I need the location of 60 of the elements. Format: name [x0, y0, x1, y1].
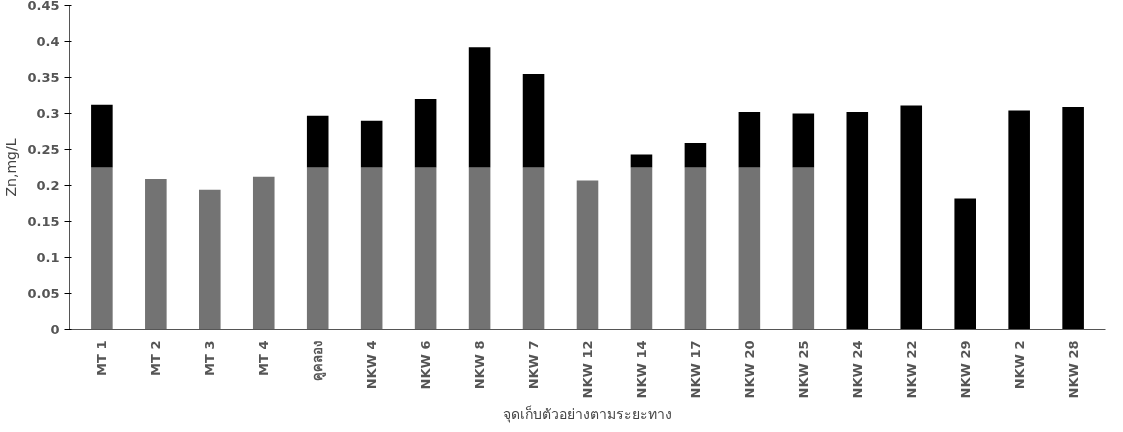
- bar: [738, 112, 761, 168]
- bar: [954, 198, 976, 330]
- x-tick-label: MT 2: [148, 340, 164, 376]
- x-tick-label: NKW 4: [364, 340, 380, 390]
- x-tick-label: NKW 7: [526, 340, 542, 390]
- x-tick-label: NKW 20: [741, 340, 757, 399]
- x-tick-label: NKW 14: [633, 340, 649, 399]
- bar: [630, 167, 653, 330]
- bar: [306, 115, 329, 168]
- bar: [360, 120, 383, 168]
- bar: [684, 143, 707, 168]
- x-tick-label: NKW 8: [472, 340, 488, 390]
- x-tick-label: NKW 24: [849, 340, 865, 399]
- y-tick-label: 0.4: [36, 34, 60, 49]
- bar: [522, 73, 545, 168]
- bar: [468, 167, 491, 330]
- x-tick-label: NKW 12: [580, 340, 595, 399]
- bar: [360, 167, 383, 330]
- y-tick-label: 0.25: [27, 142, 60, 157]
- bar: [199, 189, 221, 330]
- bar: [522, 167, 545, 330]
- bar: [91, 167, 113, 330]
- x-tick-label: MT 4: [256, 340, 272, 376]
- y-tick-label: 0.35: [27, 70, 60, 85]
- bar: [792, 113, 815, 168]
- y-axis-title: Zn,mg/L: [3, 138, 20, 197]
- bar: [846, 112, 869, 330]
- bar: [684, 167, 707, 330]
- bar: [576, 180, 599, 330]
- bar: [900, 105, 923, 330]
- x-tick-label: NKW 17: [687, 340, 703, 399]
- bar: [630, 154, 653, 168]
- x-tick-label: NKW 6: [418, 340, 434, 390]
- y-tick-label: 0.2: [36, 178, 60, 193]
- x-tick-label: NKW 28: [1065, 340, 1081, 399]
- y-tick-label: 0.1: [36, 250, 60, 265]
- bar: [1062, 107, 1084, 330]
- bar: [91, 104, 113, 168]
- x-tick-label: NKW 2: [1011, 340, 1027, 390]
- x-tick-label: MT 3: [202, 340, 218, 376]
- x-tick-label: NKW 22: [903, 340, 919, 399]
- bar: [738, 167, 761, 330]
- y-tick-label: 0.45: [27, 0, 60, 13]
- y-tick-label: 0.05: [27, 286, 60, 301]
- y-tick-label: 0: [50, 322, 60, 337]
- bar: [468, 47, 491, 168]
- x-tick-label: NKW 29: [957, 340, 973, 399]
- x-axis-title: จุดเก็บตัวอย่างตามระยะทาง: [503, 405, 672, 424]
- y-tick-label: 0.3: [36, 106, 60, 121]
- bar: [414, 99, 437, 168]
- bar: [252, 176, 275, 330]
- bar: [306, 167, 329, 330]
- bar: [414, 167, 437, 330]
- x-tick-label: NKW 25: [795, 340, 811, 399]
- bar: [1008, 110, 1030, 330]
- x-tick-label: MT 1: [94, 340, 110, 376]
- x-tick-label: คูคลอง: [310, 340, 327, 381]
- y-tick-label: 0.15: [27, 214, 60, 229]
- bar: [145, 179, 167, 330]
- bar: [792, 167, 815, 330]
